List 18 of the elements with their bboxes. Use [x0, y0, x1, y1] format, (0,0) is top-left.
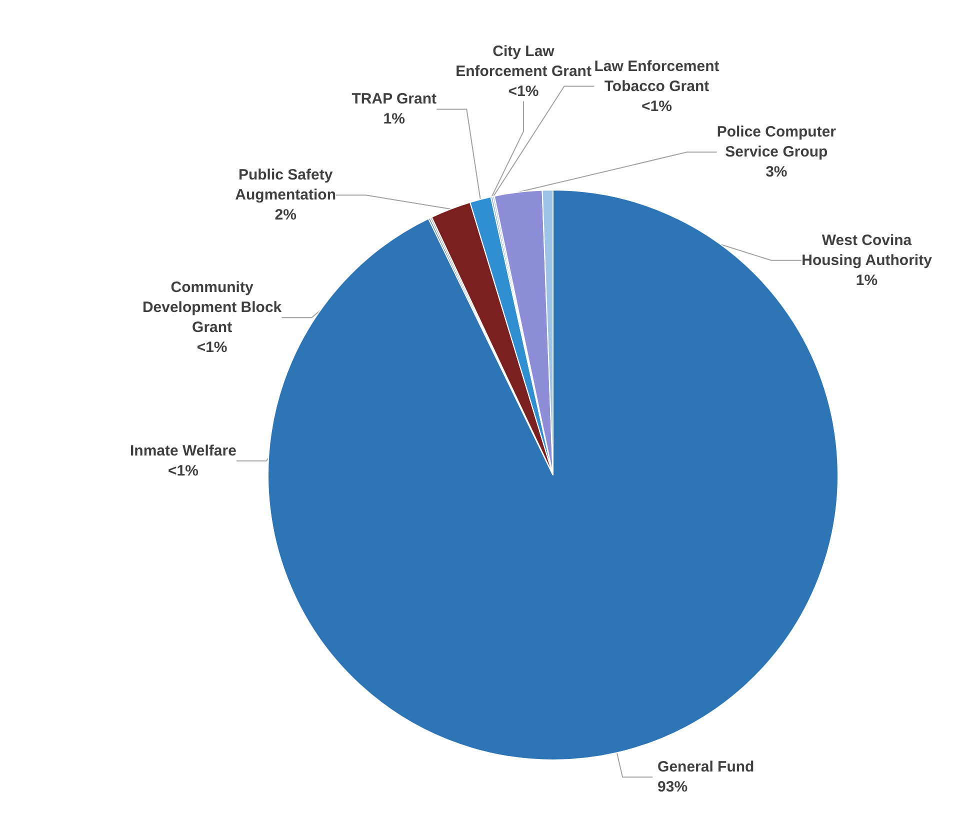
data-label: <1%	[508, 82, 539, 100]
slice-label: City Law Enforcement Grant	[456, 42, 592, 80]
data-label: <1%	[642, 98, 672, 115]
slice-label: TRAP Grant	[352, 90, 436, 108]
slice-label: West Covina Housing Authority	[802, 232, 933, 269]
slice-label: Police Computer Service Group	[716, 124, 836, 161]
slice-label: Inmate Welfare	[130, 442, 236, 460]
data-label: 1%	[856, 272, 878, 289]
data-label: 1%	[383, 110, 405, 128]
data-label: 2%	[274, 206, 296, 224]
data-label: <1%	[196, 339, 228, 356]
slice-label: Community Development Block Grant	[142, 279, 282, 336]
slice-label: Law Enforcement Tobacco Grant	[594, 58, 720, 95]
data-label: 93%	[658, 778, 688, 796]
slice-label: Public Safety Augmentation	[235, 166, 336, 204]
data-label: 3%	[766, 164, 788, 181]
data-label: <1%	[168, 462, 198, 480]
slice-label: General Fund	[658, 758, 754, 776]
